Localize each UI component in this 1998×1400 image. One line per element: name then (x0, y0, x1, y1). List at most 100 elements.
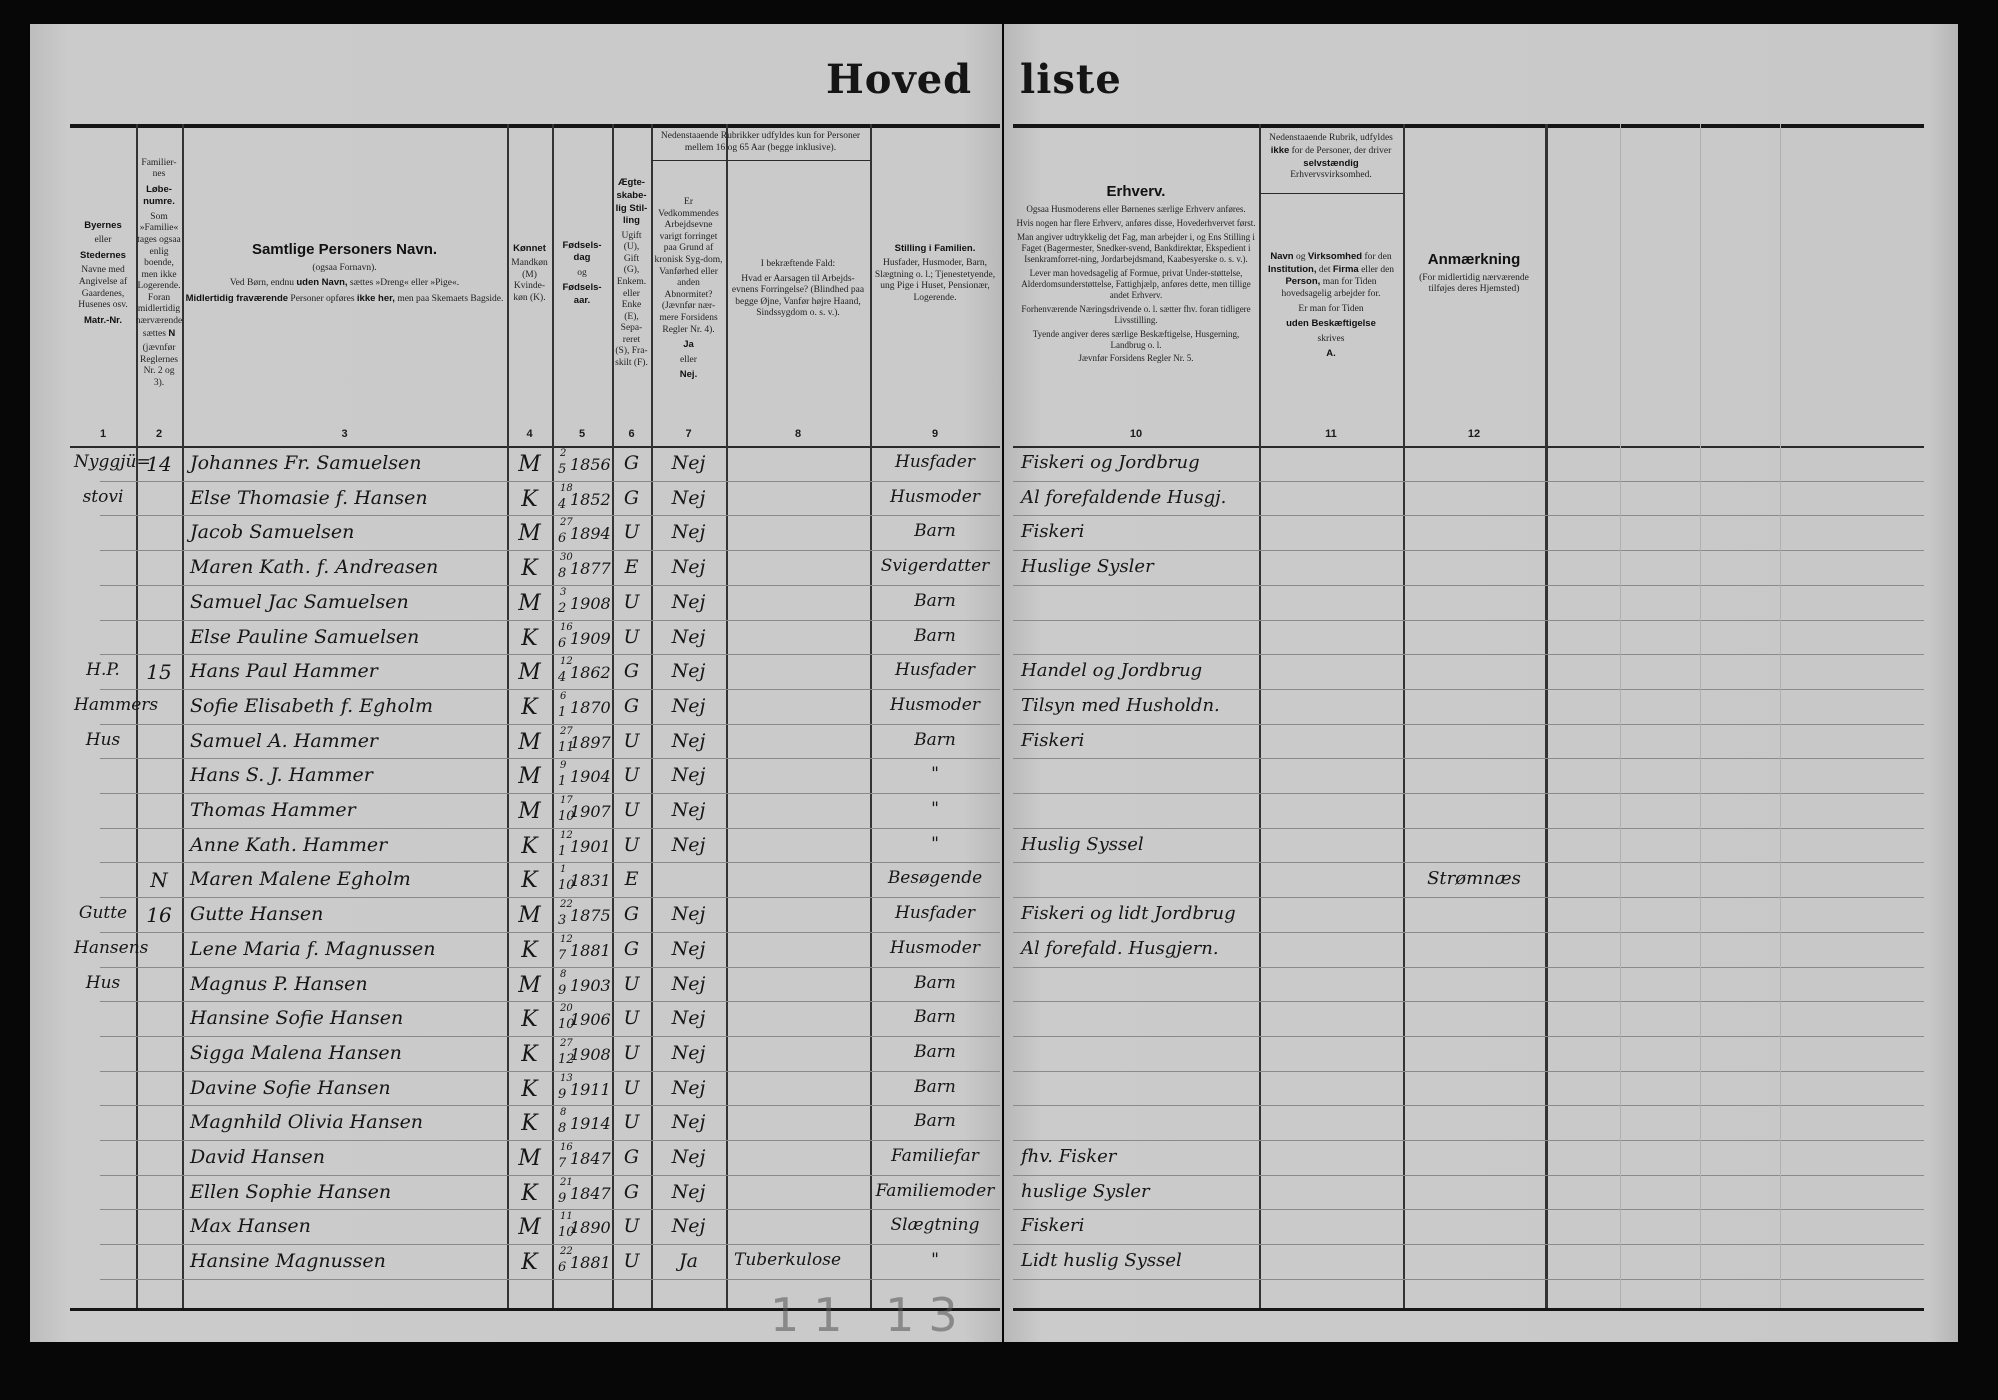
birth-year: 1908 (570, 593, 611, 613)
birth-day: 2 (560, 448, 567, 459)
column-divider (1545, 124, 1548, 1308)
header-text: Midlertidig fraværende (185, 292, 289, 304)
birth-year: 1909 (570, 628, 611, 648)
family-position-cell: " (931, 1250, 939, 1271)
birth-month: 9 (558, 982, 567, 998)
birth-day: 21 (560, 1176, 573, 1188)
header-text: Institution, (1267, 263, 1317, 275)
row-line (1013, 1035, 1924, 1037)
header-paragraph: Ægte-skabe-lig Stil-ling (615, 177, 648, 227)
header-text: eller den (1358, 264, 1395, 275)
header-text: man for Tiden hovedsagelig arbejder for. (1281, 277, 1381, 299)
work-impaired-cell: Nej (671, 937, 706, 960)
column-header-2: Familier-nes Løbe-numre. Som »Familie« tag… (136, 130, 182, 420)
birth-day: 16 (560, 1142, 573, 1153)
header-paragraph: Stilling i Familien. (895, 243, 976, 256)
header-paragraph: Løbe-numre. (139, 184, 179, 209)
header-paragraph: og (577, 268, 587, 280)
header-text: skrives (1317, 333, 1345, 344)
family-position-cell: " (931, 799, 939, 819)
family-position-cell: Husfader (895, 452, 975, 472)
birth-month: 1 (558, 843, 567, 859)
header-text: Erhverv. (1106, 182, 1166, 200)
marital-status-cell: U (623, 1041, 640, 1064)
name-cell: Hans S. J. Hammer (190, 764, 373, 787)
row-line (100, 793, 1000, 794)
header-paragraph: Kønnet (513, 243, 546, 256)
birth-month: 11 (558, 739, 575, 755)
row-line (100, 1278, 1000, 1280)
header-text: Virksomhed (1307, 251, 1363, 263)
place-cell: Hus (85, 729, 121, 750)
column-number: 12 (1467, 428, 1481, 440)
name-cell: Magnus P. Hansen (190, 972, 368, 995)
row-line (1013, 1278, 1924, 1280)
work-impaired-cell: Nej (671, 1111, 706, 1134)
sex-cell: M (518, 729, 541, 755)
row-line (100, 688, 1000, 690)
name-cell: Else Thomasie f. Hansen (190, 486, 428, 509)
occupation-cell: huslige Sysler (1021, 1180, 1150, 1202)
header-paragraph: Erhverv. (1107, 183, 1166, 201)
header-text: for de Personer, der driver (1289, 145, 1392, 156)
name-cell: Thomas Hammer (190, 799, 356, 821)
birth-date-cell: 17 10 1907 (558, 796, 611, 826)
work-impaired-cell: Nej (671, 452, 706, 474)
marital-status-cell: G (623, 660, 640, 683)
header-text: (For midlertidig nærværende tilføjes der… (1419, 272, 1529, 295)
sex-cell: M (518, 452, 541, 477)
work-impaired-cell: Nej (671, 799, 706, 821)
header-text: N (168, 327, 176, 339)
column-header-12: Anmærkning (For midlertidig nærværende ti… (1403, 130, 1545, 420)
impairment-cause-cell: Tuberkulose (734, 1250, 842, 1271)
header-paragraph: Er Vedkommendes Arbejdsevne varigt forri… (654, 197, 723, 336)
column-number: 3 (341, 428, 348, 440)
header-text: Kønnet (513, 242, 546, 254)
marital-status-cell: U (623, 972, 640, 995)
birth-year: 1907 (570, 802, 611, 821)
birth-month: 7 (558, 947, 567, 963)
family-position-cell: Husmoder (890, 486, 980, 507)
birth-date-cell: 27 12 1908 (558, 1038, 611, 1069)
column-header-8: I bekræftende Fald: Hvad er Aarsagen til … (726, 162, 870, 420)
faint-guide (1620, 124, 1621, 1308)
marital-status-cell: G (623, 1180, 640, 1203)
birth-day: 20 (560, 1003, 573, 1015)
birth-day: 8 (560, 1107, 567, 1119)
name-cell: Anne Kath. Hammer (190, 833, 388, 856)
group-header-col-11: Nedenstaaende Rubrik, udfyldes ikke for … (1259, 128, 1403, 190)
sex-cell: K (521, 1250, 538, 1276)
row-line (1013, 897, 1924, 899)
header-paragraph: Er man for Tiden (1298, 304, 1363, 316)
header-text: (jævnfør Reglernes Nr. 2 og 3). (140, 343, 178, 388)
birth-year: 1875 (570, 906, 611, 926)
work-impaired-cell: Nej (671, 694, 706, 717)
header-paragraph: Nej. (680, 369, 697, 382)
header-text: Stedernes (80, 249, 126, 261)
header-paragraph: Som »Familie« tages ogsaa enlig boende, … (136, 212, 182, 340)
header-paragraph: Fødsels-aar. (555, 282, 609, 307)
sex-cell: M (518, 521, 541, 547)
birth-year: 1904 (570, 767, 611, 787)
header-text: Anmærkning (1427, 251, 1521, 269)
header-paragraph: skrives (1318, 334, 1345, 346)
work-impaired-cell: Nej (671, 590, 706, 613)
name-cell: Ellen Sophie Hansen (190, 1180, 392, 1203)
row-line (1013, 723, 1924, 725)
row-line (100, 1105, 1000, 1107)
header-paragraph: (jævnfør Reglernes Nr. 2 og 3). (139, 343, 179, 389)
header-text: Ugift (U), Gift (G), Enkem. eller Enke (… (615, 230, 648, 369)
place-cell: Gutte (78, 903, 128, 924)
row-line (100, 584, 1000, 586)
marital-status-cell: G (623, 903, 640, 926)
header-paragraph: Tyende angiver deres særlige Beskæftigel… (1016, 329, 1256, 351)
work-impaired-cell: Ja (679, 1250, 698, 1273)
work-impaired-cell: Nej (671, 972, 706, 995)
occupation-cell: Fiskeri (1021, 729, 1085, 751)
sex-cell: K (521, 1007, 538, 1033)
name-cell: Johannes Fr. Samuelsen (190, 452, 422, 474)
header-text: Ja (683, 339, 694, 351)
birth-year: 1847 (570, 1149, 611, 1168)
header-text: Husfader, Husmoder, Barn, Slægtning o. l… (874, 258, 996, 303)
column-number: 8 (794, 428, 802, 440)
